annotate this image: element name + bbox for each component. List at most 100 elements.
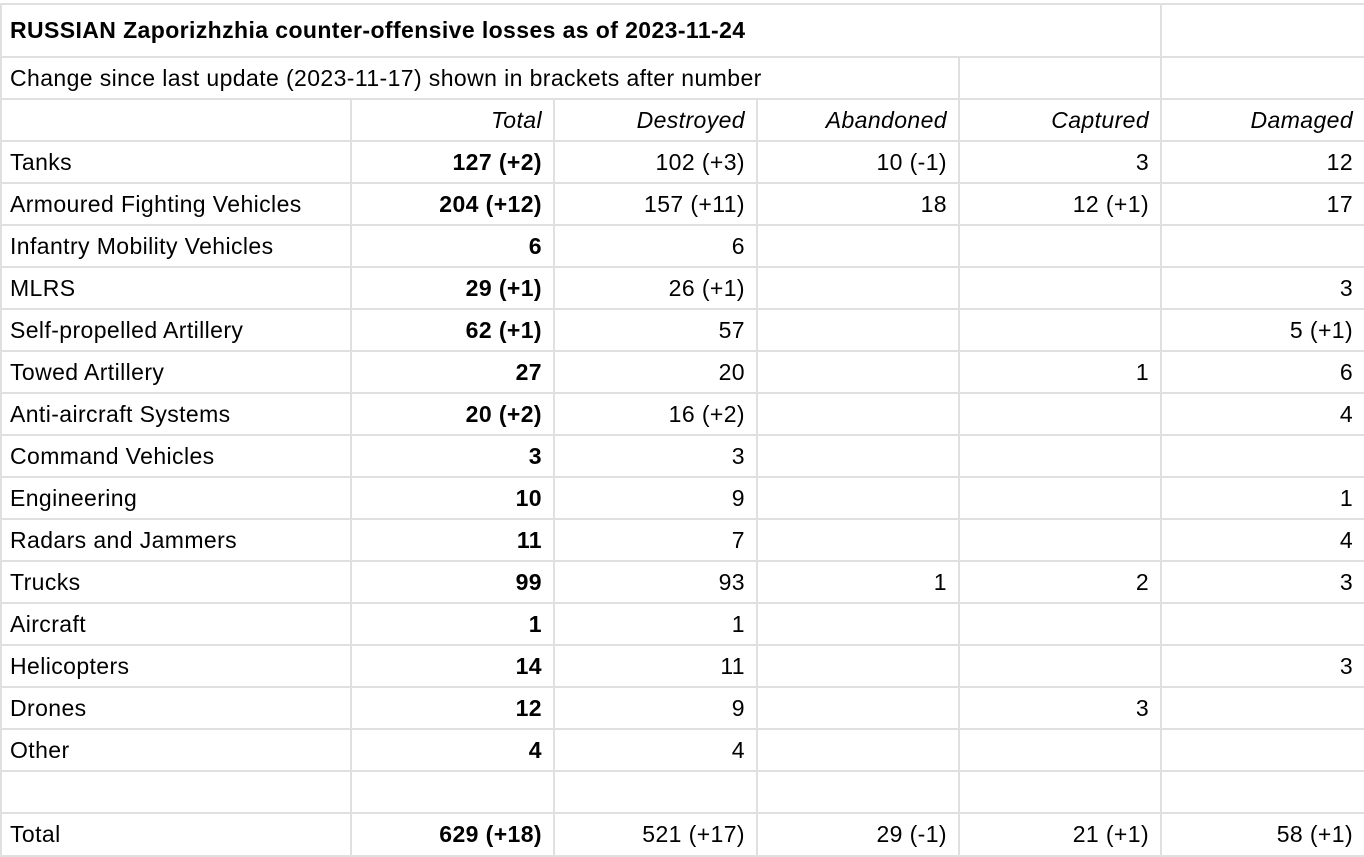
captured-cell[interactable]: 3 xyxy=(960,688,1163,730)
captured-cell[interactable]: 2 xyxy=(960,562,1163,604)
total-cell[interactable]: 20 (+2) xyxy=(352,394,555,436)
total-row-abandoned[interactable]: 29 (-1) xyxy=(758,814,960,857)
destroyed-cell[interactable]: 6 xyxy=(555,226,758,268)
destroyed-cell[interactable]: 16 (+2) xyxy=(555,394,758,436)
abandoned-cell[interactable] xyxy=(758,436,960,478)
destroyed-cell[interactable]: 93 xyxy=(555,562,758,604)
total-cell[interactable]: 1 xyxy=(352,604,555,646)
abandoned-cell[interactable] xyxy=(758,688,960,730)
destroyed-cell[interactable]: 57 xyxy=(555,310,758,352)
total-cell[interactable]: 3 xyxy=(352,436,555,478)
column-header-captured[interactable]: Captured xyxy=(960,100,1163,142)
abandoned-cell[interactable] xyxy=(758,730,960,772)
captured-cell[interactable] xyxy=(960,394,1163,436)
category-cell[interactable]: Radars and Jammers xyxy=(0,520,352,562)
total-cell[interactable]: 10 xyxy=(352,478,555,520)
total-row-label[interactable]: Total xyxy=(0,814,352,857)
captured-cell[interactable] xyxy=(960,730,1163,772)
damaged-cell[interactable] xyxy=(1162,730,1364,772)
category-cell[interactable]: Anti-aircraft Systems xyxy=(0,394,352,436)
captured-cell[interactable] xyxy=(960,478,1163,520)
column-header-total[interactable]: Total xyxy=(352,100,555,142)
abandoned-cell[interactable]: 10 (-1) xyxy=(758,142,960,184)
empty-cell[interactable] xyxy=(555,772,758,814)
total-cell[interactable]: 127 (+2) xyxy=(352,142,555,184)
captured-cell[interactable] xyxy=(960,604,1163,646)
destroyed-cell[interactable]: 9 xyxy=(555,478,758,520)
empty-cell[interactable] xyxy=(758,772,960,814)
damaged-cell[interactable]: 3 xyxy=(1162,562,1364,604)
category-cell[interactable]: Trucks xyxy=(0,562,352,604)
abandoned-cell[interactable]: 18 xyxy=(758,184,960,226)
abandoned-cell[interactable]: 1 xyxy=(758,562,960,604)
damaged-cell[interactable] xyxy=(1162,604,1364,646)
total-cell[interactable]: 62 (+1) xyxy=(352,310,555,352)
damaged-cell[interactable] xyxy=(1162,226,1364,268)
destroyed-cell[interactable]: 11 xyxy=(555,646,758,688)
damaged-cell[interactable] xyxy=(1162,688,1364,730)
column-header-abandoned[interactable]: Abandoned xyxy=(758,100,960,142)
total-cell[interactable]: 4 xyxy=(352,730,555,772)
total-cell[interactable]: 11 xyxy=(352,520,555,562)
captured-cell[interactable] xyxy=(960,226,1163,268)
empty-header-cell[interactable] xyxy=(0,100,352,142)
damaged-cell[interactable]: 4 xyxy=(1162,520,1364,562)
empty-cell[interactable] xyxy=(1162,58,1364,100)
total-row-damaged[interactable]: 58 (+1) xyxy=(1162,814,1364,857)
destroyed-cell[interactable]: 1 xyxy=(555,604,758,646)
category-cell[interactable]: Engineering xyxy=(0,478,352,520)
empty-cell[interactable] xyxy=(1162,3,1364,58)
damaged-cell[interactable]: 17 xyxy=(1162,184,1364,226)
abandoned-cell[interactable] xyxy=(758,268,960,310)
abandoned-cell[interactable] xyxy=(758,520,960,562)
destroyed-cell[interactable]: 157 (+11) xyxy=(555,184,758,226)
total-cell[interactable]: 204 (+12) xyxy=(352,184,555,226)
empty-cell[interactable] xyxy=(0,772,352,814)
empty-cell[interactable] xyxy=(960,772,1163,814)
destroyed-cell[interactable]: 102 (+3) xyxy=(555,142,758,184)
abandoned-cell[interactable] xyxy=(758,604,960,646)
category-cell[interactable]: Self-propelled Artillery xyxy=(0,310,352,352)
captured-cell[interactable] xyxy=(960,520,1163,562)
total-cell[interactable]: 29 (+1) xyxy=(352,268,555,310)
damaged-cell[interactable]: 12 xyxy=(1162,142,1364,184)
total-cell[interactable]: 27 xyxy=(352,352,555,394)
abandoned-cell[interactable] xyxy=(758,478,960,520)
empty-cell[interactable] xyxy=(960,58,1163,100)
destroyed-cell[interactable]: 7 xyxy=(555,520,758,562)
empty-cell[interactable] xyxy=(352,772,555,814)
category-cell[interactable]: Drones xyxy=(0,688,352,730)
abandoned-cell[interactable] xyxy=(758,352,960,394)
category-cell[interactable]: Tanks xyxy=(0,142,352,184)
captured-cell[interactable] xyxy=(960,268,1163,310)
abandoned-cell[interactable] xyxy=(758,394,960,436)
total-row-total[interactable]: 629 (+18) xyxy=(352,814,555,857)
destroyed-cell[interactable]: 4 xyxy=(555,730,758,772)
damaged-cell[interactable]: 3 xyxy=(1162,646,1364,688)
destroyed-cell[interactable]: 3 xyxy=(555,436,758,478)
captured-cell[interactable]: 12 (+1) xyxy=(960,184,1163,226)
damaged-cell[interactable]: 5 (+1) xyxy=(1162,310,1364,352)
total-cell[interactable]: 6 xyxy=(352,226,555,268)
damaged-cell[interactable]: 6 xyxy=(1162,352,1364,394)
damaged-cell[interactable]: 4 xyxy=(1162,394,1364,436)
destroyed-cell[interactable]: 20 xyxy=(555,352,758,394)
damaged-cell[interactable]: 3 xyxy=(1162,268,1364,310)
captured-cell[interactable]: 1 xyxy=(960,352,1163,394)
total-cell[interactable]: 14 xyxy=(352,646,555,688)
total-cell[interactable]: 12 xyxy=(352,688,555,730)
abandoned-cell[interactable] xyxy=(758,226,960,268)
captured-cell[interactable]: 3 xyxy=(960,142,1163,184)
damaged-cell[interactable] xyxy=(1162,436,1364,478)
total-row-captured[interactable]: 21 (+1) xyxy=(960,814,1163,857)
destroyed-cell[interactable]: 9 xyxy=(555,688,758,730)
column-header-damaged[interactable]: Damaged xyxy=(1162,100,1364,142)
category-cell[interactable]: Armoured Fighting Vehicles xyxy=(0,184,352,226)
category-cell[interactable]: Helicopters xyxy=(0,646,352,688)
abandoned-cell[interactable] xyxy=(758,646,960,688)
category-cell[interactable]: Towed Artillery xyxy=(0,352,352,394)
destroyed-cell[interactable]: 26 (+1) xyxy=(555,268,758,310)
empty-cell[interactable] xyxy=(1162,772,1364,814)
captured-cell[interactable] xyxy=(960,310,1163,352)
total-row-destroyed[interactable]: 521 (+17) xyxy=(555,814,758,857)
